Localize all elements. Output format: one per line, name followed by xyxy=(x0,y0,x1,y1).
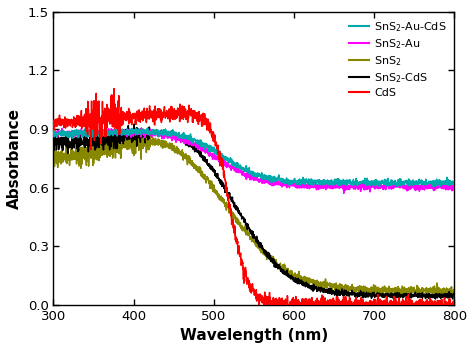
X-axis label: Wavelength (nm): Wavelength (nm) xyxy=(180,328,328,343)
Legend: SnS$_2$-Au-CdS, SnS$_2$-Au, SnS$_2$, SnS$_2$-CdS, CdS: SnS$_2$-Au-CdS, SnS$_2$-Au, SnS$_2$, SnS… xyxy=(344,15,451,103)
Y-axis label: Absorbance: Absorbance xyxy=(7,108,22,209)
